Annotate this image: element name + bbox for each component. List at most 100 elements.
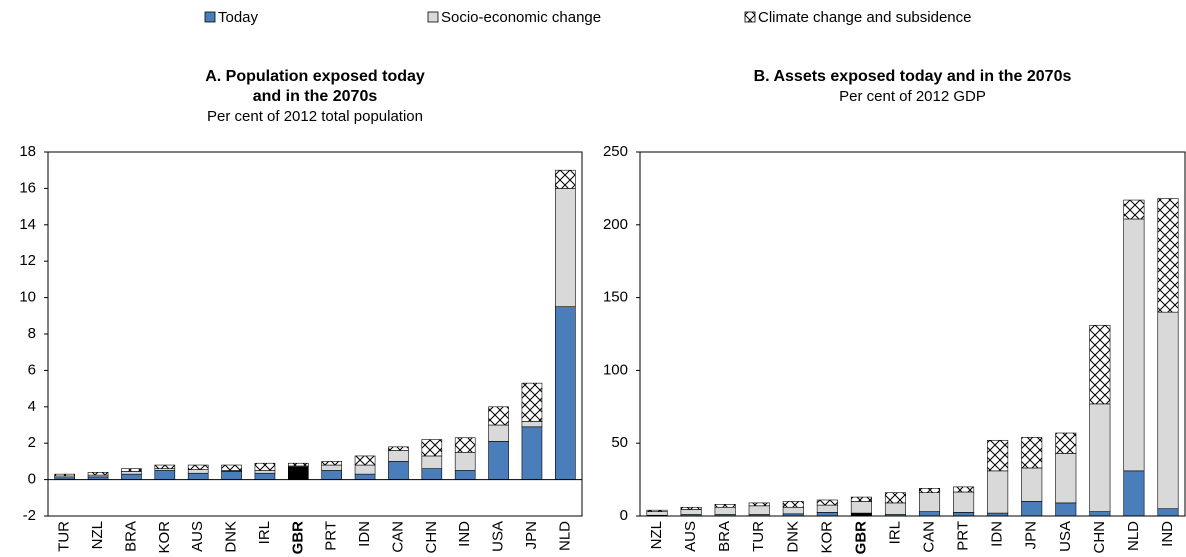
y-tick-label: 16 — [19, 179, 36, 196]
bar-segment — [1055, 453, 1077, 504]
x-tick-label: IDN — [356, 521, 373, 547]
x-tick-label: IRL — [256, 521, 273, 544]
bar-segment — [187, 469, 209, 474]
bar-segment — [254, 462, 276, 471]
bar-segment — [454, 451, 476, 471]
bar-segment — [782, 501, 804, 508]
bar-segment — [1123, 470, 1145, 517]
bar-segment — [1123, 199, 1145, 220]
y-tick-label: 0 — [28, 471, 36, 488]
bar-segment — [816, 499, 838, 506]
bar-segment — [554, 188, 576, 307]
bar-segment — [421, 439, 443, 457]
y-tick-label: 100 — [603, 361, 628, 378]
bar-segment — [1157, 198, 1179, 313]
x-tick-label: JPN — [1023, 521, 1040, 549]
bar-segment — [850, 496, 872, 502]
bar-segment — [816, 512, 838, 517]
y-tick-label: 0 — [620, 507, 628, 524]
y-tick-label: 18 — [19, 143, 36, 160]
legend-swatch — [427, 11, 439, 23]
bar-segment — [919, 488, 941, 494]
x-tick-label: KOR — [156, 521, 173, 554]
x-tick-label: IND — [1159, 521, 1176, 547]
plot-frame — [639, 151, 1186, 517]
bar-segment — [646, 509, 668, 512]
legend-label: Climate change and subsidence — [758, 9, 971, 26]
bar-segment — [554, 306, 576, 480]
bar-segment — [1055, 502, 1077, 517]
x-tick-label: TUR — [750, 521, 767, 552]
bar-segment — [388, 446, 409, 451]
x-tick-label: NZL — [648, 521, 665, 549]
bar-segment — [884, 502, 906, 515]
legend-label: Socio-economic change — [441, 9, 601, 26]
bar-segment — [221, 471, 242, 480]
bar-segment — [748, 505, 770, 515]
bar-segment — [488, 441, 509, 480]
bar-segment — [254, 470, 276, 474]
bar-segment — [1021, 437, 1043, 469]
x-tick-label: BRA — [122, 521, 139, 552]
bar-segment — [254, 472, 276, 480]
x-tick-label: AUS — [682, 521, 699, 552]
x-tick-label: CAN — [921, 521, 938, 553]
bar-segment — [221, 464, 242, 471]
x-tick-label: CHN — [1091, 521, 1108, 554]
x-tick-label: NLD — [556, 521, 573, 551]
x-tick-label: IRL — [886, 521, 903, 544]
bar-segment — [154, 464, 176, 469]
y-tick-label: 50 — [611, 434, 628, 451]
chart-subtitle: Per cent of 2012 total population — [207, 108, 423, 125]
bar-segment — [321, 470, 342, 480]
bar-segment — [287, 462, 309, 467]
x-tick-label: IND — [456, 521, 473, 547]
bar-segment — [919, 492, 941, 512]
y-tick-label: -2 — [23, 507, 36, 524]
x-tick-label: GBR — [852, 521, 869, 555]
y-tick-label: 150 — [603, 289, 628, 306]
y-tick-label: 250 — [603, 143, 628, 160]
bar-segment — [987, 470, 1009, 514]
bar-segment — [388, 450, 409, 462]
bar-segment — [321, 461, 342, 466]
bar-segment — [919, 511, 941, 517]
legend-swatch — [744, 11, 756, 23]
bar-segment — [421, 468, 443, 480]
x-tick-label: NLD — [1125, 521, 1142, 551]
y-tick-label: 200 — [603, 216, 628, 233]
x-tick-label: DNK — [223, 521, 240, 553]
bar-segment — [680, 506, 702, 510]
bar-segment — [1089, 324, 1111, 405]
bar-segment — [87, 472, 109, 476]
bar-segment — [1021, 467, 1043, 502]
y-tick-label: 4 — [28, 398, 36, 415]
y-tick-label: 6 — [28, 361, 36, 378]
y-tick-label: 10 — [19, 289, 36, 306]
x-tick-label: BRA — [716, 521, 733, 552]
x-tick-label: DNK — [784, 521, 801, 553]
y-tick-label: 12 — [19, 252, 36, 269]
bar-segment — [1123, 218, 1145, 472]
bar-segment — [321, 464, 342, 471]
chart-subtitle: Per cent of 2012 GDP — [839, 88, 986, 105]
bar-segment — [421, 455, 443, 469]
bar-segment — [554, 169, 576, 189]
bar-segment — [953, 491, 975, 513]
bar-segment — [154, 470, 176, 480]
y-tick-label: 8 — [28, 325, 36, 342]
bar-segment — [488, 424, 509, 442]
plot-frame — [47, 151, 583, 517]
x-tick-label: CHN — [423, 521, 440, 554]
bar-segment — [816, 504, 838, 513]
x-tick-label: GBR — [289, 521, 306, 555]
bar-segment — [646, 511, 668, 516]
bar-segment — [54, 473, 75, 477]
bar-segment — [454, 470, 476, 480]
y-tick-label: 14 — [19, 216, 36, 233]
x-tick-label: PRT — [323, 521, 340, 551]
bar-segment — [354, 464, 376, 475]
y-tick-label: 2 — [28, 434, 36, 451]
bar-segment — [850, 501, 872, 514]
bar-segment — [1157, 311, 1179, 510]
